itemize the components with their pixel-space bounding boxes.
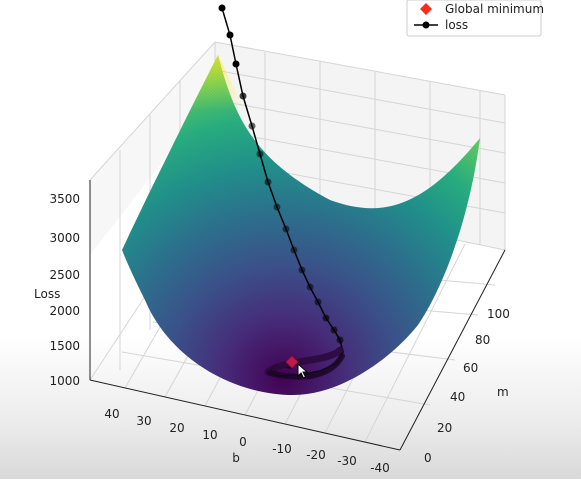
legend-label-loss: loss (445, 18, 468, 32)
b-tick-label: -30 (337, 454, 357, 468)
loss-point (298, 266, 306, 274)
loss-path (218, 4, 345, 380)
loss-point (264, 178, 272, 186)
mouse-cursor-icon (297, 363, 309, 379)
b-tick-label: 10 (202, 428, 217, 442)
legend-label-global-minimum: Global minimum (445, 2, 544, 16)
m-tick-label: 100 (487, 307, 510, 321)
loss-point (330, 326, 338, 334)
global-minimum-marker (285, 355, 299, 369)
b-axis-label: b (232, 451, 240, 465)
z-axis-label: Loss (34, 287, 60, 301)
axes (89, 180, 506, 451)
b-tick-label: -40 (370, 461, 390, 475)
b-tick-label: 20 (169, 421, 184, 435)
z-axis: 3500 3000 2500 2000 1500 1000 (49, 192, 80, 388)
z-tick-label: 3000 (49, 231, 80, 245)
m-tick-label: 0 (424, 451, 432, 465)
b-tick-label: -20 (306, 448, 326, 462)
b-tick-label: 0 (239, 435, 247, 449)
loss-point (218, 4, 226, 12)
m-tick-label: 80 (475, 333, 490, 347)
loss-legend-icon (422, 21, 430, 29)
loss-point (256, 150, 264, 158)
loss-point (282, 225, 290, 233)
z-tick-label: 2500 (49, 268, 80, 282)
loss-point (226, 31, 234, 39)
z-tick-label: 3500 (49, 192, 80, 206)
loss-point (290, 246, 298, 254)
b-tick-label: -10 (272, 442, 292, 456)
m-tick-label: 60 (463, 361, 478, 375)
m-axis-label: m (497, 385, 509, 399)
global-minimum-legend-icon (420, 3, 432, 15)
z-tick-label: 1000 (49, 374, 80, 388)
loss-point (273, 203, 281, 211)
z-tick-label: 2000 (49, 304, 80, 318)
b-tick-label: 40 (104, 407, 119, 421)
loss-surface (122, 55, 480, 395)
loss-point (248, 122, 256, 130)
loss-point (239, 92, 247, 100)
loss-point (336, 336, 344, 344)
m-tick-label: 40 (450, 390, 465, 404)
loss-point (306, 283, 314, 291)
b-axis: 40 30 20 10 0 -10 -20 -30 -40 (104, 407, 389, 475)
loss-point (314, 298, 322, 306)
m-tick-label: 20 (437, 421, 452, 435)
loss-point (232, 60, 240, 68)
loss-point (322, 314, 330, 322)
m-axis: 0 20 40 60 80 100 (424, 307, 510, 465)
b-tick-label: 30 (136, 414, 151, 428)
legend: Global minimum loss (406, 0, 544, 37)
z-tick-label: 1500 (49, 339, 80, 353)
